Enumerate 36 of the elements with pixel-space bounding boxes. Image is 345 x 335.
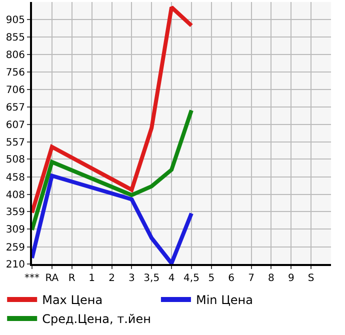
x-tick-label: 9 <box>288 273 294 284</box>
x-tick-label: R <box>68 273 76 284</box>
y-tick-label: 806 <box>6 50 25 61</box>
y-tick-label: 905 <box>6 15 25 26</box>
line-series <box>32 108 194 232</box>
y-tick-label: 706 <box>6 85 25 96</box>
y-tick-label: 259 <box>6 242 25 254</box>
y-tick-label: 210 <box>6 260 25 270</box>
x-tick-label: 3,5 <box>144 273 160 284</box>
y-tick-label: 607 <box>6 120 25 131</box>
line-series <box>32 5 194 215</box>
x-tick-label: RA <box>45 273 59 284</box>
x-tick-label: 2 <box>108 273 115 284</box>
x-tick-label: 7 <box>248 273 254 284</box>
y-tick-label: 408 <box>6 190 25 201</box>
y-tick-label: 458 <box>6 172 25 184</box>
y-tick-label: 557 <box>6 137 25 148</box>
y-tick-label: 508 <box>6 154 25 166</box>
x-tick-label: S <box>308 273 314 284</box>
x-tick-label: 5 <box>208 273 215 284</box>
y-tick-label: 855 <box>6 32 25 44</box>
legend-label: Сред.Цена, т.йен <box>42 312 151 326</box>
legend-label: Min Цена <box>196 293 253 308</box>
x-tick-label: 4,5 <box>184 273 200 284</box>
y-tick-label: 359 <box>6 207 25 218</box>
x-tick-label: 4 <box>168 273 175 284</box>
y-tick-label: 756 <box>6 67 25 78</box>
x-tick-label: 1 <box>88 273 96 284</box>
x-tick-label: *** <box>24 273 40 284</box>
y-tick-label: 657 <box>6 102 25 114</box>
legend-label: Max Цена <box>42 293 103 308</box>
x-tick-label: 6 <box>228 273 235 284</box>
x-tick-label: 8 <box>268 273 274 284</box>
line-series <box>32 174 194 264</box>
y-tick-label: 309 <box>6 224 25 236</box>
x-tick-label: 3 <box>128 273 135 284</box>
